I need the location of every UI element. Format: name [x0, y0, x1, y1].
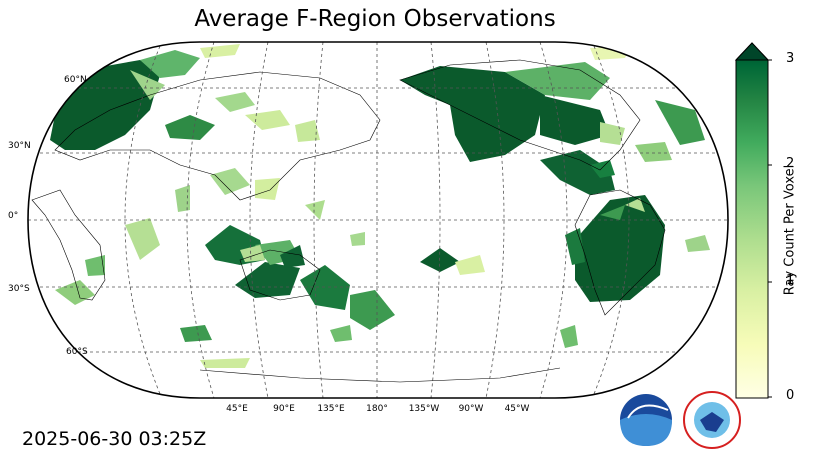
- timestamp: 2025-06-30 03:25Z: [22, 428, 207, 450]
- data-patches: [50, 44, 710, 368]
- lon-label-90e: 90°E: [273, 404, 295, 414]
- nws-logo: [683, 391, 741, 449]
- lon-label-135w: 135°W: [408, 404, 440, 414]
- lat-label-30n: 30°N: [8, 141, 31, 151]
- noaa-logo: [620, 394, 672, 446]
- lon-label-90w: 90°W: [458, 404, 484, 414]
- lat-label-30s: 30°S: [8, 284, 30, 294]
- colorbar-tick-0: 0: [786, 388, 795, 403]
- lat-label-60n: 60°N: [64, 75, 87, 85]
- colorbar-label: Ray Count Per Voxel: [782, 164, 798, 296]
- colorbar: [734, 42, 772, 399]
- colorbar-tick-1: 1: [786, 273, 795, 288]
- lon-label-45w: 45°W: [504, 404, 530, 414]
- lon-label-45e: 45°E: [226, 404, 248, 414]
- lat-label-60s: 60°S: [66, 347, 88, 357]
- lon-label-135e: 135°E: [317, 404, 345, 414]
- lon-label-180: 180°: [366, 404, 388, 414]
- graticule: [28, 42, 728, 398]
- coastlines: [31, 59, 666, 383]
- map-content: [28, 42, 728, 398]
- chart-title: Average F-Region Observations: [194, 6, 556, 32]
- globe-outline: [27, 41, 729, 399]
- lat-label-0: 0°: [8, 211, 19, 221]
- colorbar-tick-2: 2: [786, 156, 795, 171]
- colorbar-tick-3: 3: [786, 51, 795, 66]
